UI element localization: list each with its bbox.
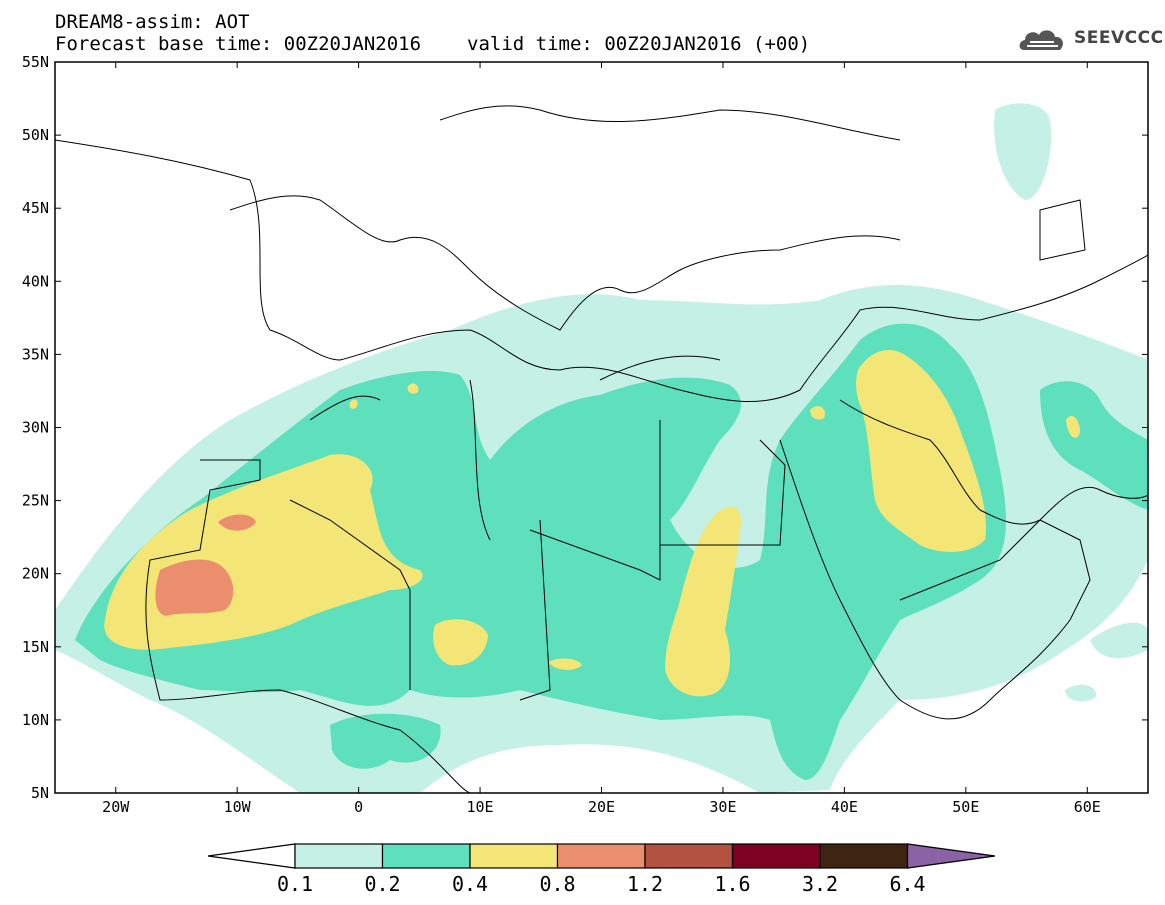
- colorbar-high-arrow: [906, 843, 996, 869]
- lat-axis: 5N 10N 15N 20N 25N 30N 35N 40N 45N 50N 55N: [22, 53, 1148, 802]
- base-time: Forecast base time: 00Z20JAN2016: [55, 33, 422, 55]
- valid-time: valid time: 00Z20JAN2016 (+00): [467, 33, 811, 55]
- lat-tick-label: 45N: [22, 199, 49, 217]
- lon-tick-label: 20W: [102, 798, 130, 816]
- colorbar-label: 1.2: [627, 872, 663, 896]
- aot-contour-0.2: [75, 323, 1006, 780]
- lon-tick-label: 40E: [831, 798, 858, 816]
- lat-tick-label: 40N: [22, 272, 49, 290]
- colorbar-swatch: [819, 843, 909, 869]
- lon-tick-label: 50E: [952, 798, 979, 816]
- colorbar-swatch: [644, 843, 734, 869]
- lat-tick-label: 25N: [22, 492, 49, 510]
- forecast-times: Forecast base time: 00Z20JAN2016 valid ti…: [55, 34, 810, 54]
- lon-tick-label: 10W: [224, 798, 252, 816]
- map-title: DREAM8-assim: AOT: [55, 11, 250, 33]
- colorbar-low-arrow: [207, 843, 296, 869]
- colorbar-swatch: [469, 843, 559, 869]
- colorbar-swatch: [294, 843, 384, 869]
- lat-tick-label: 20N: [22, 565, 49, 583]
- aot-contour-0.8: [155, 559, 234, 616]
- lat-tick-label: 55N: [22, 53, 49, 71]
- colorbar-label: 3.2: [802, 872, 838, 896]
- colorbar-label: 1.6: [714, 872, 750, 896]
- lon-tick-label: 0: [354, 798, 363, 816]
- lat-tick-label: 30N: [22, 419, 49, 437]
- lon-tick-label: 10E: [467, 798, 494, 816]
- lat-tick-label: 5N: [31, 784, 49, 802]
- lat-tick-label: 35N: [22, 345, 49, 363]
- lat-tick-label: 10N: [22, 711, 49, 729]
- lat-tick-label: 50N: [22, 126, 49, 144]
- colorbar-label: 0.8: [539, 872, 575, 896]
- lon-tick-label: 30E: [709, 798, 736, 816]
- lon-tick-label: 20E: [588, 798, 615, 816]
- coastlines: [55, 105, 1148, 793]
- lon-axis: 20W 10W 0 10E 20E 30E 40E 50E 60E: [102, 62, 1101, 816]
- colorbar-swatch: [381, 843, 471, 869]
- cloud-logo-icon: [1019, 30, 1063, 50]
- lon-tick-label: 60E: [1074, 798, 1101, 816]
- colorbar-label: 0.2: [364, 872, 400, 896]
- colorbar-swatch: [556, 843, 646, 869]
- colorbar-label: 0.1: [277, 872, 313, 896]
- colorbar-label: 6.4: [889, 872, 925, 896]
- colorbar-swatch: [731, 843, 821, 869]
- lat-tick-label: 15N: [22, 638, 49, 656]
- logo-text: SEEVCCC: [1074, 28, 1164, 48]
- colorbar-label: 0.4: [452, 872, 488, 896]
